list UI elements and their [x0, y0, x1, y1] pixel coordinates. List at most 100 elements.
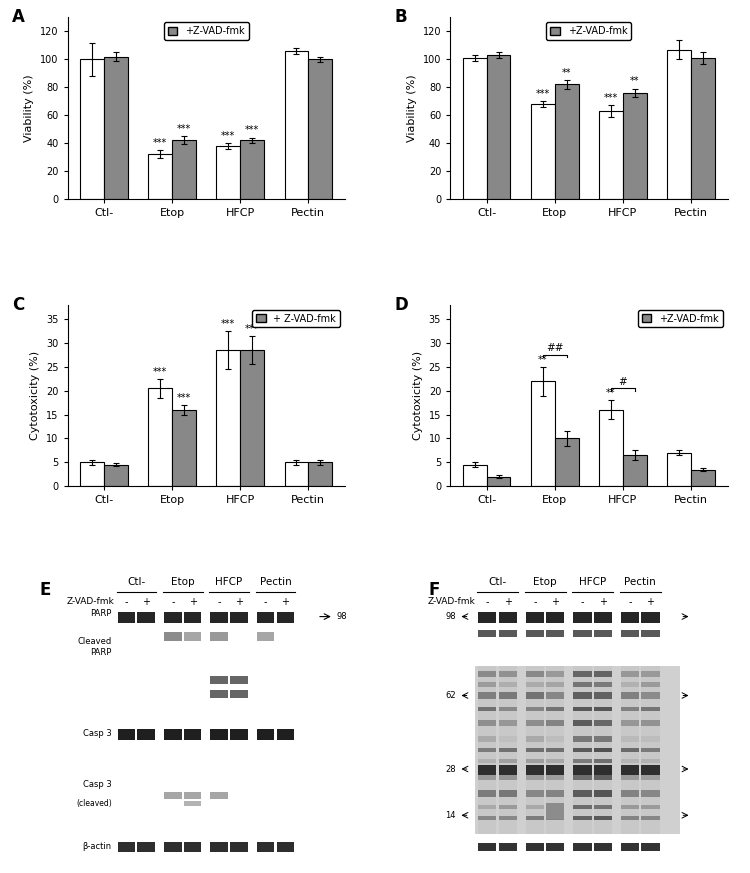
Bar — [621, 748, 639, 752]
Bar — [594, 804, 612, 810]
Text: -: - — [264, 596, 267, 607]
Bar — [172, 409, 196, 486]
Bar — [621, 775, 639, 780]
Text: Casp 3: Casp 3 — [83, 780, 112, 789]
Bar — [574, 737, 592, 741]
Text: F: F — [428, 581, 439, 599]
Bar — [546, 694, 564, 698]
Bar — [478, 672, 496, 676]
Bar — [115, 601, 314, 660]
Bar — [546, 804, 564, 810]
Bar — [641, 672, 659, 676]
Bar — [526, 737, 544, 741]
Bar — [546, 792, 564, 795]
Bar — [217, 350, 240, 486]
Bar — [463, 464, 487, 486]
Bar — [641, 707, 659, 711]
Bar — [463, 58, 487, 199]
Bar — [594, 758, 612, 764]
Text: D: D — [394, 296, 409, 313]
Bar — [211, 690, 228, 698]
Bar — [546, 707, 564, 711]
Bar — [621, 694, 639, 698]
Bar — [526, 804, 544, 810]
Text: #: # — [619, 377, 627, 387]
Text: +: + — [281, 596, 290, 607]
Bar — [118, 729, 135, 740]
Bar — [118, 613, 135, 623]
Bar — [641, 694, 659, 698]
Bar — [240, 141, 264, 199]
Bar — [641, 721, 659, 725]
Bar — [546, 815, 564, 821]
Text: (cleaved): (cleaved) — [76, 799, 112, 808]
Bar — [621, 758, 639, 764]
Bar — [594, 792, 612, 795]
Text: ***: *** — [177, 124, 191, 134]
Bar — [574, 815, 592, 821]
Text: -: - — [580, 596, 584, 607]
Bar — [277, 842, 294, 852]
Bar — [80, 59, 104, 199]
Bar — [621, 707, 639, 711]
Text: Etop: Etop — [533, 577, 557, 587]
Bar — [184, 729, 201, 740]
Bar — [184, 792, 201, 799]
Text: Pectin: Pectin — [625, 577, 656, 587]
Bar — [526, 765, 544, 775]
Bar — [137, 729, 155, 740]
Bar — [230, 676, 248, 684]
Bar — [104, 464, 128, 486]
Bar — [691, 58, 715, 199]
Text: -: - — [217, 596, 221, 607]
Bar — [594, 842, 612, 851]
Bar — [137, 613, 155, 623]
Text: ***: *** — [221, 131, 236, 141]
Text: Z-VAD-fmk: Z-VAD-fmk — [67, 597, 115, 606]
Bar — [526, 775, 544, 780]
Text: ***: *** — [221, 319, 236, 329]
Bar — [641, 682, 659, 687]
Text: 98: 98 — [445, 612, 456, 621]
Bar — [641, 737, 659, 741]
Bar — [641, 629, 659, 637]
Bar — [641, 804, 659, 810]
Bar — [526, 694, 544, 698]
Legend: +Z-VAD-fmk: +Z-VAD-fmk — [547, 23, 632, 40]
Bar — [478, 737, 496, 741]
Bar — [594, 775, 612, 780]
Bar — [240, 350, 264, 486]
Legend: +Z-VAD-fmk: +Z-VAD-fmk — [638, 310, 723, 327]
Legend: +Z-VAD-fmk: +Z-VAD-fmk — [164, 23, 248, 40]
Bar — [641, 775, 659, 780]
Bar — [574, 758, 592, 764]
Bar — [546, 672, 564, 676]
Bar — [599, 409, 623, 486]
Bar — [574, 842, 592, 851]
Bar — [256, 842, 274, 852]
Bar — [118, 842, 135, 852]
Text: **: ** — [562, 68, 572, 78]
Bar — [574, 775, 592, 780]
Bar — [499, 737, 517, 741]
Bar — [599, 111, 623, 199]
Text: HFCP: HFCP — [579, 577, 606, 587]
Text: 28: 28 — [445, 765, 456, 773]
Bar — [478, 748, 496, 752]
Bar — [308, 463, 332, 486]
Bar — [594, 612, 612, 622]
Bar — [184, 613, 201, 623]
Bar — [184, 842, 201, 852]
Bar — [499, 665, 517, 835]
Bar — [594, 694, 612, 698]
Text: -: - — [485, 596, 489, 607]
Bar — [526, 792, 544, 795]
Bar — [621, 682, 639, 687]
Bar — [594, 765, 612, 775]
Bar — [546, 803, 564, 820]
Text: +: + — [598, 596, 607, 607]
Text: +: + — [646, 596, 655, 607]
Text: ***: *** — [153, 138, 167, 148]
Bar — [211, 632, 228, 641]
Bar — [546, 665, 564, 835]
